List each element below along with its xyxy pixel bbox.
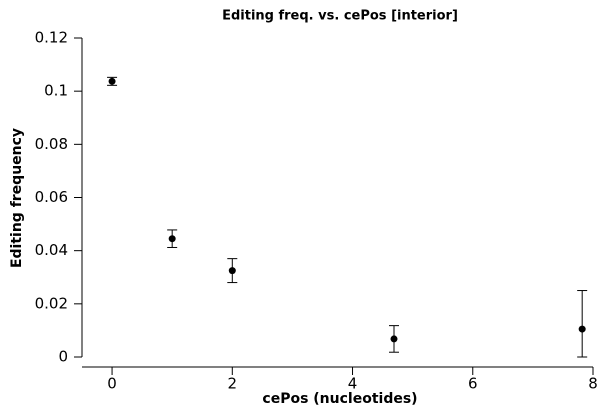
x-tick-label: 4 <box>348 375 358 393</box>
y-tick-label: 0.02 <box>35 294 68 312</box>
y-tick-label: 0.1 <box>44 82 68 100</box>
x-tick-label: 6 <box>468 375 478 393</box>
x-tick-label: 0 <box>107 375 117 393</box>
chart-title: Editing freq. vs. cePos [interior] <box>222 9 458 24</box>
error-bar <box>577 290 588 358</box>
y-tick-label: 0.04 <box>35 241 68 259</box>
x-tick-label: 8 <box>588 375 598 393</box>
x-tick-label: 2 <box>228 375 238 393</box>
y-tick-label: 0.08 <box>35 135 68 153</box>
x-axis-label: cePos (nucleotides) <box>262 391 417 407</box>
y-tick-label: 0.12 <box>35 29 68 47</box>
point <box>390 335 398 343</box>
point <box>168 235 176 243</box>
y-tick-label: 0 <box>58 348 68 366</box>
point <box>228 267 236 275</box>
point <box>108 77 116 85</box>
y-tick-label: 0.06 <box>35 188 68 206</box>
y-axis-label: Editing frequency <box>9 128 25 268</box>
point <box>578 325 586 333</box>
